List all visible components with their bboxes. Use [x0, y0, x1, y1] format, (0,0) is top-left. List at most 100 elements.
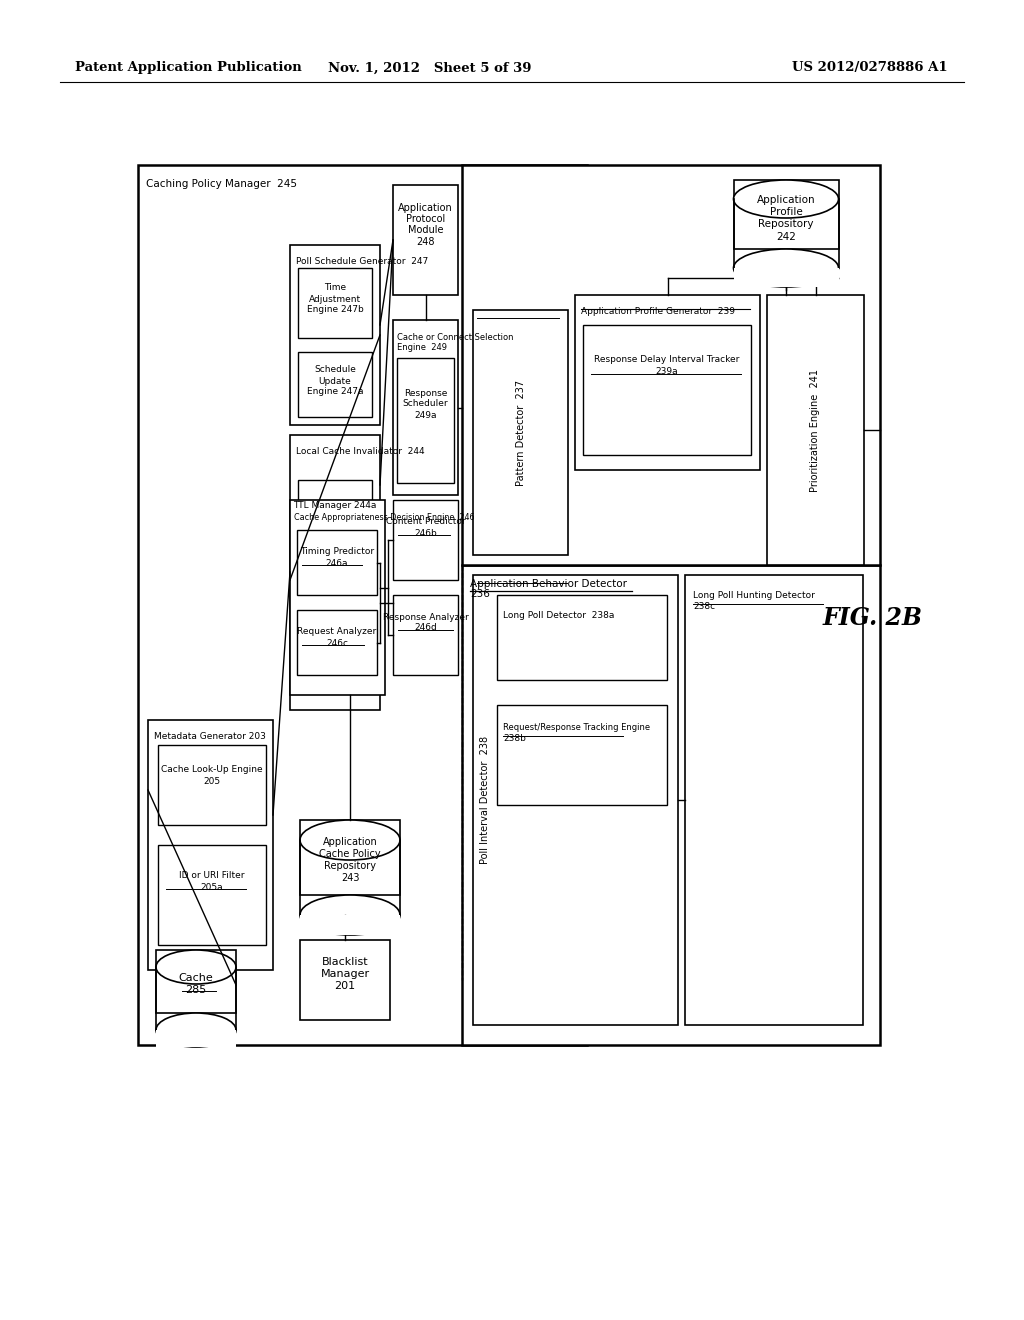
- Bar: [393, 185, 458, 294]
- Text: Cache: Cache: [178, 973, 213, 983]
- Text: Cache Look-Up Engine: Cache Look-Up Engine: [161, 766, 263, 775]
- Text: Response Analyzer: Response Analyzer: [383, 612, 468, 622]
- Text: Protocol: Protocol: [406, 214, 445, 224]
- Bar: [290, 436, 380, 710]
- Text: 246c: 246c: [326, 639, 348, 648]
- Text: Caching Policy Manager  245: Caching Policy Manager 245: [146, 180, 297, 189]
- Bar: [685, 576, 863, 1026]
- Text: Cache Appropriateness Decision Engine  246: Cache Appropriateness Decision Engine 24…: [294, 513, 474, 521]
- Text: 248: 248: [416, 238, 435, 247]
- Text: Request/Response Tracking Engine: Request/Response Tracking Engine: [503, 723, 650, 733]
- Text: Patent Application Publication: Patent Application Publication: [75, 62, 302, 74]
- Text: Nov. 1, 2012   Sheet 5 of 39: Nov. 1, 2012 Sheet 5 of 39: [329, 62, 531, 74]
- Text: 246a: 246a: [326, 558, 348, 568]
- Text: 243: 243: [341, 873, 359, 883]
- Bar: [290, 246, 380, 425]
- Bar: [397, 358, 454, 483]
- Text: Poll Schedule Generator  247: Poll Schedule Generator 247: [296, 257, 428, 267]
- Bar: [462, 165, 880, 565]
- Ellipse shape: [300, 820, 400, 861]
- Bar: [393, 595, 458, 675]
- Text: 246b: 246b: [414, 528, 437, 537]
- Text: 249a: 249a: [415, 411, 437, 420]
- Text: Engine 247a: Engine 247a: [307, 388, 364, 396]
- Text: FIG. 2B: FIG. 2B: [823, 606, 923, 630]
- Text: Pattern Detector  237: Pattern Detector 237: [515, 379, 525, 486]
- Text: Timing Predictor: Timing Predictor: [300, 548, 374, 557]
- Text: Profile: Profile: [770, 207, 803, 216]
- Bar: [300, 940, 390, 1020]
- Ellipse shape: [300, 895, 400, 935]
- Text: Response Delay Interval Tracker: Response Delay Interval Tracker: [594, 355, 739, 364]
- Text: Poll Interval Detector  238: Poll Interval Detector 238: [480, 737, 490, 865]
- Text: 246d: 246d: [414, 623, 437, 632]
- Bar: [138, 165, 587, 1045]
- Text: 201: 201: [335, 981, 355, 991]
- Bar: [733, 268, 839, 286]
- Bar: [462, 565, 880, 1045]
- Ellipse shape: [733, 180, 839, 218]
- Bar: [297, 531, 377, 595]
- Text: 285: 285: [185, 985, 207, 995]
- Bar: [473, 576, 678, 1026]
- Text: Local Cache Invalidator  244: Local Cache Invalidator 244: [296, 447, 425, 455]
- Bar: [733, 180, 839, 249]
- Text: Adjustment: Adjustment: [309, 294, 361, 304]
- Text: Request Analyzer: Request Analyzer: [297, 627, 377, 636]
- Text: 236: 236: [470, 589, 489, 599]
- Text: ID or URI Filter: ID or URI Filter: [179, 870, 245, 879]
- Text: Engine  249: Engine 249: [397, 343, 447, 352]
- Text: Cache Policy: Cache Policy: [319, 849, 381, 859]
- Bar: [473, 310, 568, 554]
- Text: Content Predictor: Content Predictor: [386, 517, 465, 527]
- Bar: [298, 352, 372, 417]
- Bar: [300, 820, 400, 895]
- Text: Long Poll Detector  238a: Long Poll Detector 238a: [503, 611, 614, 620]
- Text: 238c: 238c: [693, 602, 715, 611]
- Text: US 2012/0278886 A1: US 2012/0278886 A1: [793, 62, 948, 74]
- Ellipse shape: [733, 249, 839, 286]
- Bar: [497, 595, 667, 680]
- Bar: [393, 500, 458, 579]
- Text: TTL Manager 244a: TTL Manager 244a: [293, 500, 377, 510]
- Bar: [497, 705, 667, 805]
- Text: Time: Time: [324, 284, 346, 293]
- Bar: [156, 1030, 236, 1047]
- Bar: [156, 950, 236, 1012]
- Text: 205: 205: [204, 776, 220, 785]
- Text: Cache or Connect Selection: Cache or Connect Selection: [397, 333, 513, 342]
- Bar: [158, 845, 266, 945]
- Bar: [148, 719, 273, 970]
- Text: Response: Response: [403, 388, 447, 397]
- Text: Scheduler: Scheduler: [402, 400, 449, 408]
- Bar: [300, 915, 400, 935]
- Text: Engine 247b: Engine 247b: [306, 305, 364, 314]
- Ellipse shape: [156, 950, 236, 983]
- Bar: [298, 268, 372, 338]
- Ellipse shape: [156, 1012, 236, 1047]
- Text: Metadata Generator 203: Metadata Generator 203: [154, 733, 266, 741]
- Text: 239a: 239a: [655, 367, 678, 376]
- Bar: [767, 294, 864, 565]
- Bar: [393, 319, 458, 495]
- Text: Repository: Repository: [758, 219, 814, 228]
- Text: Repository: Repository: [324, 861, 376, 871]
- Bar: [297, 610, 377, 675]
- Text: Manager: Manager: [321, 969, 370, 979]
- Bar: [158, 744, 266, 825]
- Bar: [290, 500, 385, 696]
- Text: Update: Update: [318, 376, 351, 385]
- Text: Application Profile Generator  239: Application Profile Generator 239: [581, 308, 735, 315]
- Text: Application: Application: [323, 837, 378, 847]
- Text: Application: Application: [398, 203, 453, 213]
- Bar: [575, 294, 760, 470]
- Text: Application Behavior Detector: Application Behavior Detector: [470, 579, 627, 589]
- Bar: [298, 480, 372, 570]
- Text: 242: 242: [776, 232, 796, 242]
- Text: Prioritization Engine  241: Prioritization Engine 241: [811, 368, 820, 491]
- Text: 238b: 238b: [503, 734, 526, 743]
- Text: Schedule: Schedule: [314, 366, 356, 375]
- Text: Module: Module: [408, 224, 443, 235]
- Text: Blacklist: Blacklist: [322, 957, 369, 968]
- Text: Long Poll Hunting Detector: Long Poll Hunting Detector: [693, 591, 815, 601]
